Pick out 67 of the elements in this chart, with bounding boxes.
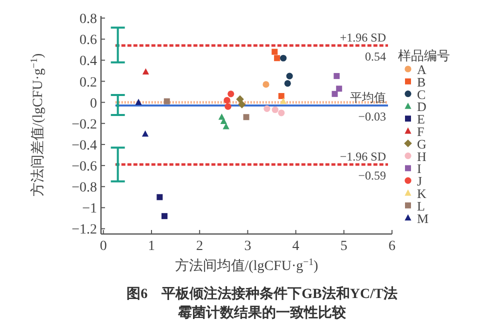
text: 霉菌计数结果的一致性比较 — [178, 305, 347, 321]
point — [278, 93, 284, 100]
x-tick-label: 2 — [196, 239, 204, 254]
y-tick-label: −0.6 — [72, 160, 97, 175]
legend-label: H — [417, 148, 426, 164]
y-tick-label: 0.8 — [80, 12, 97, 28]
point — [116, 162, 120, 166]
point — [332, 90, 338, 97]
y-tick-label: 0.4 — [80, 54, 97, 70]
y-tick-label: −0.8 — [72, 180, 97, 196]
point — [272, 48, 278, 55]
legend-label: D — [417, 99, 426, 114]
point — [278, 110, 285, 116]
ref-line-label: 平均值 — [350, 90, 386, 105]
legend-label: M — [417, 210, 429, 226]
ref-line-label: −1.96 SD — [340, 149, 386, 164]
point — [274, 55, 280, 62]
point — [280, 54, 287, 62]
y-tick-label: −1.2 — [72, 222, 97, 238]
x-tick-label: 0 — [100, 239, 107, 254]
legend-label: L — [417, 198, 425, 214]
point — [272, 106, 278, 114]
point — [224, 103, 232, 110]
point — [164, 98, 170, 104]
caption: 图6 平板倾注法接种条件下GB法和YC/T法 — [126, 285, 398, 302]
legend-label: E — [417, 112, 425, 127]
point — [135, 98, 142, 106]
ref-line-label: +1.96 SD — [340, 30, 386, 44]
annotation: −0.03 — [358, 110, 386, 124]
legend-label: F — [417, 124, 424, 139]
x-tick-label: 4 — [292, 239, 300, 254]
point — [156, 194, 163, 200]
point — [264, 105, 270, 112]
point — [284, 80, 291, 87]
legend-label: K — [417, 186, 427, 201]
x-axis-title: 方法间均值/(lgCFU·g$^{−1}$) — [174, 256, 319, 274]
annotation: −0.59 — [358, 168, 386, 182]
legend-label: A — [417, 62, 427, 77]
legend-label: G — [417, 136, 426, 152]
point — [116, 104, 120, 108]
x-tick-label: 3 — [244, 239, 252, 254]
legend-label: B — [417, 74, 426, 90]
x-tick-label: 5 — [340, 239, 348, 254]
point — [142, 130, 149, 137]
point — [224, 96, 230, 104]
y-tick-label: −0.2 — [72, 117, 97, 132]
annotation: 0.54 — [365, 49, 386, 64]
point — [236, 95, 244, 104]
point — [161, 213, 168, 220]
y-tick-label: 0.2 — [80, 75, 97, 90]
y-tick-label: −0.4 — [72, 138, 97, 154]
x-tick-label: 1 — [148, 239, 156, 254]
y-tick-label: −1 — [82, 202, 97, 217]
point — [238, 100, 246, 108]
legend-label: I — [417, 161, 422, 176]
legend-label: C — [417, 86, 426, 102]
y-tick-label: 0 — [90, 96, 97, 112]
y-tick-label: 0.6 — [80, 33, 97, 48]
point — [243, 114, 250, 120]
point — [286, 72, 293, 80]
point — [116, 44, 120, 48]
x-tick-label: 6 — [388, 239, 396, 254]
point — [228, 90, 234, 98]
point — [334, 73, 340, 80]
legend-label: J — [417, 174, 422, 189]
legend-title: 样品编号 — [398, 48, 450, 63]
point — [336, 86, 342, 92]
